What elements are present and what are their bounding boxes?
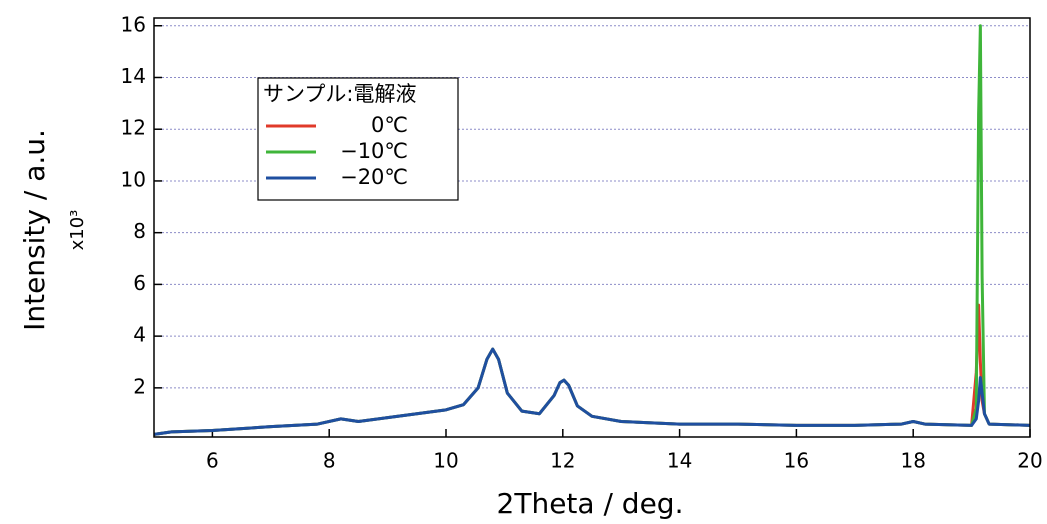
data-line bbox=[153, 347, 1031, 436]
legend-label: −10℃ bbox=[340, 139, 408, 163]
x-tick-label: 6 bbox=[206, 449, 219, 473]
x-tick-label: 12 bbox=[550, 449, 575, 473]
x-tick-label: 18 bbox=[900, 449, 925, 473]
x-tick-label: 16 bbox=[784, 449, 809, 473]
x-tick-label: 14 bbox=[667, 449, 692, 473]
x-tick-label: 20 bbox=[1017, 449, 1042, 473]
y-tick-label: 2 bbox=[133, 374, 146, 398]
x-axis-title: 2Theta / deg. bbox=[497, 487, 684, 520]
plot-frame bbox=[153, 17, 1031, 438]
x-tick-label: 10 bbox=[433, 449, 458, 473]
legend-title: サンプル:電解液 bbox=[263, 82, 416, 106]
y-tick-label: 4 bbox=[133, 323, 146, 347]
y-tick-label: 16 bbox=[121, 12, 146, 36]
legend-label: −20℃ bbox=[340, 165, 408, 189]
y-tick-label: 14 bbox=[121, 64, 146, 88]
legend-label: 0℃ bbox=[371, 113, 408, 137]
y-axis-title: Intensity / a.u. bbox=[18, 129, 51, 331]
y-tick-label: 12 bbox=[121, 116, 146, 140]
x-tick-label: 8 bbox=[323, 449, 336, 473]
y-multiplier: x10³ bbox=[67, 210, 88, 251]
y-tick-label: 6 bbox=[133, 271, 146, 295]
y-tick-label: 8 bbox=[133, 219, 146, 243]
legend-box bbox=[257, 77, 459, 201]
y-tick-label: 10 bbox=[121, 167, 146, 191]
